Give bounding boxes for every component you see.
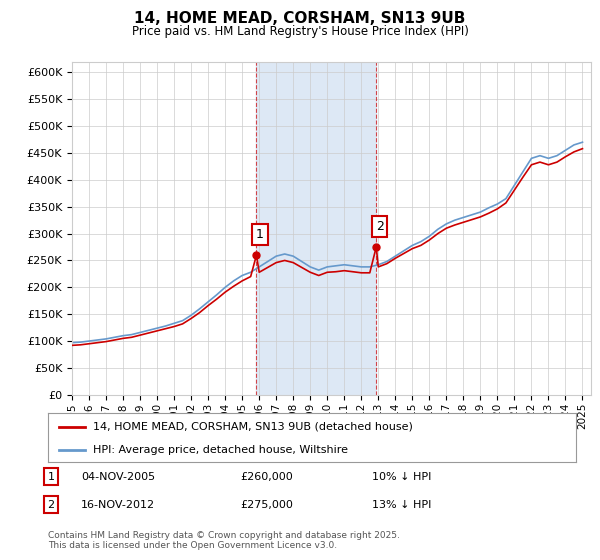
Text: 14, HOME MEAD, CORSHAM, SN13 9UB: 14, HOME MEAD, CORSHAM, SN13 9UB	[134, 11, 466, 26]
Text: HPI: Average price, detached house, Wiltshire: HPI: Average price, detached house, Wilt…	[93, 445, 348, 455]
Text: 16-NOV-2012: 16-NOV-2012	[81, 500, 155, 510]
Text: 1: 1	[47, 472, 55, 482]
Text: 14, HOME MEAD, CORSHAM, SN13 9UB (detached house): 14, HOME MEAD, CORSHAM, SN13 9UB (detach…	[93, 422, 413, 432]
Text: Contains HM Land Registry data © Crown copyright and database right 2025.
This d: Contains HM Land Registry data © Crown c…	[48, 531, 400, 550]
Text: 1: 1	[256, 228, 264, 241]
Text: 04-NOV-2005: 04-NOV-2005	[81, 472, 155, 482]
Text: 2: 2	[376, 220, 383, 233]
Text: £275,000: £275,000	[240, 500, 293, 510]
Text: 10% ↓ HPI: 10% ↓ HPI	[372, 472, 431, 482]
Text: 2: 2	[47, 500, 55, 510]
Text: Price paid vs. HM Land Registry's House Price Index (HPI): Price paid vs. HM Land Registry's House …	[131, 25, 469, 38]
Text: £260,000: £260,000	[240, 472, 293, 482]
Text: 13% ↓ HPI: 13% ↓ HPI	[372, 500, 431, 510]
Bar	[256, 62, 376, 395]
